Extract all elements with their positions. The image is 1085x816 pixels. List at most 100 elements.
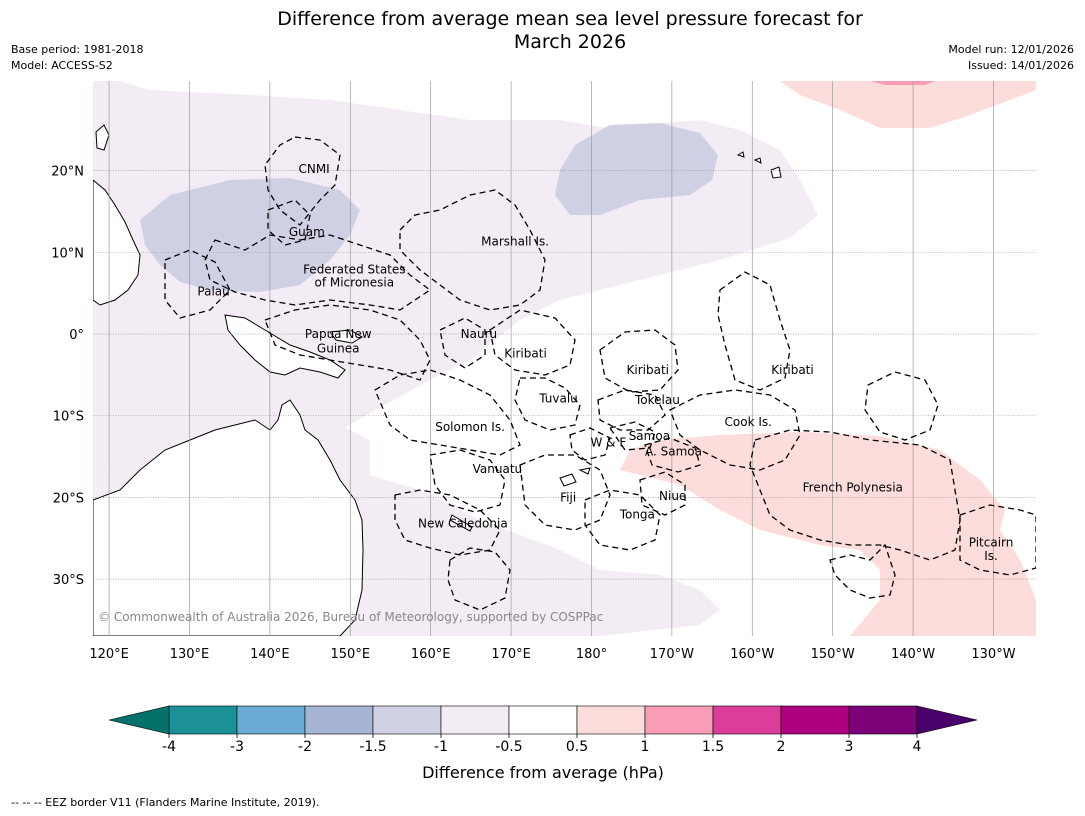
land-masses	[93, 124, 782, 636]
eez-palau	[164, 249, 231, 319]
region-label: Solomon Is.	[435, 420, 505, 434]
colorbar-segment	[236, 705, 306, 735]
eez-solomon	[374, 369, 521, 456]
eez-tuvalu	[514, 377, 581, 431]
eez-kiribati-east	[717, 271, 791, 391]
lon-tick-label: 170°E	[491, 647, 531, 662]
model-run: Model run: 12/01/2026	[948, 43, 1074, 56]
eez-guam	[267, 199, 311, 246]
title-line-2: March 2026	[513, 31, 627, 53]
eez-wallis-futuna	[569, 427, 611, 461]
graticule	[93, 81, 1036, 636]
region-label: A. Samoa	[645, 445, 702, 459]
eez-new-caledonia	[394, 489, 501, 556]
region-label: New Caledonia	[418, 517, 508, 531]
issued-date: Issued: 14/01/2026	[967, 59, 1074, 72]
anomaly-neg-mod-central	[555, 123, 718, 215]
colorbar-tick-label: -1	[434, 739, 448, 755]
region-label: Kiribati	[771, 363, 813, 377]
eez-norfolk	[447, 547, 511, 611]
region-label: Tuvalu	[538, 392, 578, 406]
lon-tick-label: 130°E	[170, 647, 210, 662]
copyright-notice: © Commonwealth of Australia 2026, Bureau…	[98, 610, 603, 624]
colorbar-segment	[780, 705, 850, 735]
region-label: Samoa	[629, 429, 670, 443]
lon-tick-label: 150°W	[811, 647, 855, 662]
region-label: W & F	[590, 436, 626, 450]
lon-tick-label: 120°E	[89, 647, 129, 662]
region-label: Tokelau	[634, 393, 680, 407]
eez-footnote: -- -- -- EEZ border V11 (Flanders Marine…	[11, 796, 320, 809]
meta-right: Model run: 12/01/2026 Issued: 14/01/2026	[948, 42, 1074, 74]
latitude-labels: 20°N 10°N 0° 10°S 20°S 30°S	[51, 165, 84, 588]
region-label: Cook Is.	[725, 415, 772, 429]
colorbar-tick-label: 1.5	[702, 739, 724, 755]
eez-fiji	[519, 454, 611, 531]
colorbar-label: Difference from average (hPa)	[422, 763, 664, 782]
region-label: Guinea	[317, 342, 360, 356]
lat-tick-label: 10°N	[51, 246, 84, 261]
region-label: Papua New	[305, 327, 372, 341]
colorbar-tick-label: -4	[162, 739, 176, 755]
region-label: Fiji	[560, 490, 576, 504]
lat-tick-label: 20°S	[53, 491, 84, 506]
eez-am-samoa	[644, 437, 701, 473]
colorbar-tick-label: -3	[230, 739, 244, 755]
eez-borders	[164, 136, 1036, 611]
region-label: Is.	[984, 549, 998, 563]
colorbar-segment	[644, 705, 714, 735]
colorbar-segment	[168, 705, 238, 735]
lat-tick-label: 20°N	[51, 165, 84, 180]
lon-tick-label: 160°E	[411, 647, 451, 662]
lon-tick-label: 150°E	[331, 647, 371, 662]
lon-tick-label: 160°W	[730, 647, 774, 662]
eez-kiribati-central	[599, 329, 679, 393]
region-label: Pitcairn	[969, 535, 1014, 549]
lon-tick-label: 140°W	[891, 647, 935, 662]
colorbar-segment	[848, 705, 918, 735]
philippines-coast	[93, 179, 141, 306]
eez-nauru	[439, 317, 486, 369]
model-name: Model: ACCESS-S2	[11, 59, 113, 72]
colorbar-segment	[304, 705, 374, 735]
hawaii-islands	[736, 151, 782, 179]
region-label: Kiribati	[627, 363, 669, 377]
eez-marshall	[399, 189, 546, 311]
new-britain-coast	[329, 329, 363, 344]
colorbar: -4 -3 -2 -1.5 -1 -0.5 0.5 1 1.5 2 3 4	[108, 705, 978, 755]
colorbar-segment	[440, 705, 510, 735]
eez-tonga	[584, 489, 661, 551]
colorbar-segment	[372, 705, 442, 735]
colorbar-segment	[576, 705, 646, 735]
eez-png	[264, 304, 431, 381]
anomaly-pos-weak-south	[620, 432, 1036, 636]
colorbar-tick-label: 4	[913, 739, 922, 755]
colorbar-tick-label: 0.5	[566, 739, 588, 755]
region-label: French Polynesia	[803, 481, 903, 495]
title-line-1: Difference from average mean sea level p…	[277, 8, 863, 30]
eez-kiribati-line	[864, 371, 939, 441]
eez-vanuatu	[429, 449, 506, 513]
eez-kiribati-west	[489, 309, 576, 376]
eez-cnmi	[264, 136, 341, 226]
region-label: CNMI	[298, 162, 329, 176]
anomaly-pos-mod-north	[870, 81, 935, 85]
eez-kermadec	[829, 543, 896, 599]
colorbar-segment	[712, 705, 782, 735]
region-label: Vanuatu	[473, 462, 523, 476]
region-label: Federated States	[303, 262, 405, 276]
map-title: Difference from average mean sea level p…	[0, 8, 1085, 54]
lat-tick-label: 0°	[69, 328, 84, 343]
meta-left: Base period: 1981-2018 Model: ACCESS-S2	[11, 42, 143, 74]
region-label: Nauru	[461, 327, 497, 341]
anomaly-neg-mod-west	[140, 178, 360, 292]
colorbar-segment	[508, 705, 578, 735]
lon-tick-label: 170°W	[650, 647, 694, 662]
anomaly-pos-weak-north	[780, 81, 1036, 128]
eez-cook	[669, 389, 801, 471]
colorbar-tick-label: 2	[777, 739, 786, 755]
colorbar-tick-label: 3	[845, 739, 854, 755]
region-label: Palau	[197, 285, 229, 299]
